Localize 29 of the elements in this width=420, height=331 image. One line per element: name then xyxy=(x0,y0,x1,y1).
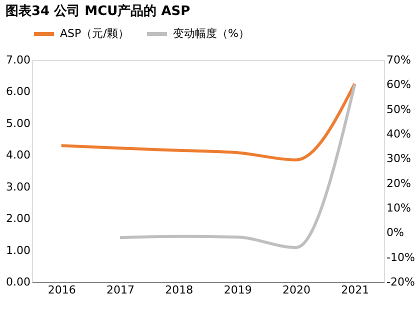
y2-tick-label: -20% xyxy=(386,276,415,288)
y2-tick-label: 30% xyxy=(386,152,411,166)
y2-tick-label: 40% xyxy=(386,128,411,140)
x-tick-label: 2017 xyxy=(106,284,134,296)
y2-tick-label: 50% xyxy=(386,102,411,116)
legend-label: 变动幅度（%） xyxy=(173,27,250,40)
legend-label: ASP（元/颗） xyxy=(60,27,129,40)
y-tick-label: 7.00 xyxy=(6,54,30,66)
x-tick-label: 2016 xyxy=(48,284,76,296)
line-series xyxy=(118,83,356,249)
y2-tick-label: 60% xyxy=(386,78,411,92)
x-tick-label: 2021 xyxy=(341,284,370,296)
y2-tick-label: 20% xyxy=(386,176,411,190)
y-tick-label: 5.00 xyxy=(6,116,30,130)
y2-tick-label: 10% xyxy=(386,202,411,214)
x-tick-label: 2019 xyxy=(224,284,252,296)
y-tick-label: 0.00 xyxy=(6,276,30,288)
x-tick-label: 2018 xyxy=(165,284,194,296)
chart-title: 图表34 公司 MCU产品的 ASP xyxy=(6,3,190,19)
y-tick-label: 6.00 xyxy=(6,85,30,98)
x-tick-label: 2020 xyxy=(282,284,310,296)
y-tick-label: 2.00 xyxy=(6,212,30,226)
y-tick-label: 3.00 xyxy=(6,180,30,194)
y-tick-label: 4.00 xyxy=(6,148,30,162)
y2-tick-label: -10% xyxy=(386,250,415,264)
line-series xyxy=(60,82,356,162)
y2-tick-label: 0% xyxy=(386,226,404,240)
y-tick-label: 1.00 xyxy=(6,244,30,257)
y2-tick-label: 70% xyxy=(386,54,411,66)
